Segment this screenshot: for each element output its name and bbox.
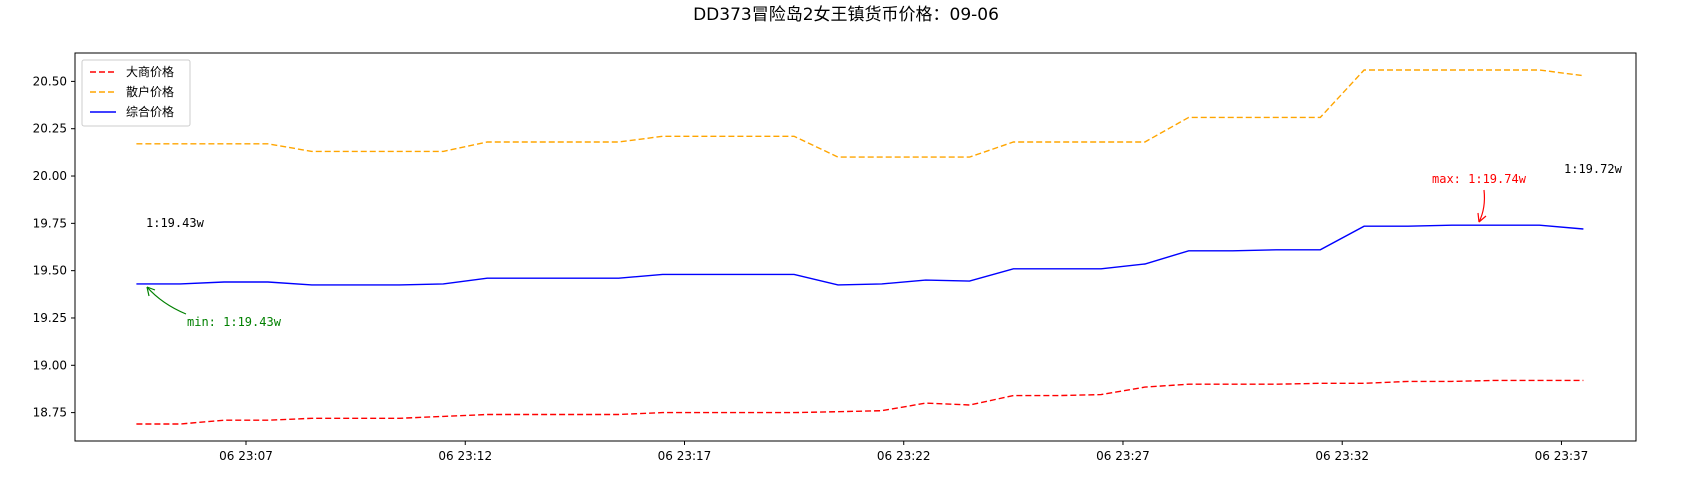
series-line-1 bbox=[136, 69, 1584, 158]
max-annotation-arrow bbox=[1478, 189, 1486, 223]
x-tick-label: 06 23:22 bbox=[877, 449, 931, 463]
y-tick-label: 19.75 bbox=[33, 216, 67, 230]
x-tick-label: 06 23:27 bbox=[1096, 449, 1150, 463]
y-tick-label: 20.50 bbox=[33, 74, 67, 88]
y-tick-label: 19.25 bbox=[33, 311, 67, 325]
max-annotation-label: max: 1:19.74w bbox=[1432, 172, 1527, 186]
plot-frame bbox=[74, 52, 1637, 442]
y-tick-label: 19.50 bbox=[33, 264, 67, 278]
min-annotation-arrowhead bbox=[146, 286, 156, 297]
x-tick-label: 06 23:07 bbox=[219, 449, 273, 463]
x-tick-label: 06 23:32 bbox=[1315, 449, 1369, 463]
start-value-label: 1:19.43w bbox=[146, 216, 205, 230]
x-axis: 06 23:07 06 23:12 06 23:17 06 23:22 06 23:27… bbox=[219, 441, 1588, 463]
legend-label: 大商价格 bbox=[126, 64, 174, 79]
x-tick-label: 06 23:17 bbox=[658, 449, 712, 463]
y-tick-label: 18.75 bbox=[33, 406, 67, 420]
legend-label: 综合价格 bbox=[126, 104, 174, 119]
min-annotation-arrow bbox=[146, 286, 187, 315]
y-tick-label: 19.00 bbox=[33, 358, 67, 372]
legend-box bbox=[81, 59, 191, 127]
series-line-2 bbox=[136, 224, 1584, 286]
x-tick-label: 06 23:12 bbox=[438, 449, 492, 463]
series-line-0 bbox=[136, 379, 1584, 425]
plot-lines bbox=[136, 69, 1584, 425]
y-axis: 18.75 19.00 19.25 19.50 19.75 20.00 20.25 20.50 bbox=[33, 74, 75, 420]
annotations: 1:19.43w 1:19.72w min: 1:19.43w max: 1:1… bbox=[146, 162, 1623, 329]
max-annotation-arrowhead bbox=[1477, 212, 1487, 223]
chart-title: DD373冒险岛2女王镇货币价格：09-06 bbox=[693, 5, 999, 25]
y-tick-label: 20.00 bbox=[33, 169, 67, 183]
y-tick-label: 20.25 bbox=[33, 122, 67, 136]
min-annotation-label: min: 1:19.43w bbox=[187, 315, 282, 329]
legend-label: 散户价格 bbox=[126, 84, 174, 99]
end-value-label: 1:19.72w bbox=[1564, 162, 1623, 176]
x-tick-label: 06 23:37 bbox=[1535, 449, 1589, 463]
